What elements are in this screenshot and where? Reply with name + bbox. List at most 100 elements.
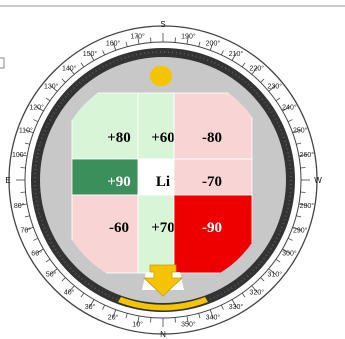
cardinal-east: E bbox=[5, 176, 10, 185]
tick-mark bbox=[102, 50, 106, 56]
tick-mark bbox=[18, 203, 28, 206]
degree-label: 260° bbox=[300, 151, 315, 159]
tick-mark bbox=[296, 215, 302, 218]
tick-mark bbox=[260, 78, 265, 83]
tick-mark bbox=[186, 315, 189, 325]
tick-mark bbox=[198, 313, 201, 319]
grid-cell-n[interactable] bbox=[137, 92, 175, 160]
tick-mark bbox=[186, 35, 189, 45]
tick-mark bbox=[68, 67, 75, 75]
tick-mark bbox=[137, 35, 140, 45]
tick-mark bbox=[298, 203, 308, 206]
degree-label: 130° bbox=[44, 83, 59, 91]
degree-label: 170° bbox=[130, 33, 145, 41]
tick-mark bbox=[220, 50, 224, 56]
tick-mark bbox=[231, 52, 237, 61]
degree-label: 330° bbox=[229, 303, 244, 311]
tick-mark bbox=[198, 41, 201, 47]
degree-label: 160° bbox=[106, 39, 121, 47]
tick-mark bbox=[292, 226, 302, 231]
tick-mark bbox=[220, 304, 224, 310]
tick-mark bbox=[45, 97, 51, 102]
tick-mark bbox=[125, 41, 128, 47]
tick-mark bbox=[102, 304, 106, 310]
tick-mark bbox=[231, 299, 237, 308]
tick-mark bbox=[24, 129, 34, 134]
tick-mark bbox=[24, 226, 34, 231]
tick-mark bbox=[35, 248, 44, 254]
tick-mark bbox=[282, 106, 291, 112]
grid-value-e: -70 bbox=[202, 174, 222, 190]
degree-label: 60° bbox=[31, 250, 42, 258]
degree-label: 350° bbox=[181, 320, 196, 328]
degree-label: 280° bbox=[300, 202, 315, 210]
tick-mark bbox=[68, 285, 75, 293]
degree-label: 10° bbox=[132, 320, 143, 328]
tick-mark bbox=[24, 142, 30, 145]
tick-mark bbox=[112, 41, 117, 51]
tick-mark bbox=[241, 62, 246, 68]
tick-mark bbox=[18, 154, 28, 157]
tick-mark bbox=[80, 62, 85, 68]
tick-mark bbox=[61, 277, 66, 282]
grid-value-nw: +80 bbox=[107, 130, 131, 146]
tick-marks bbox=[16, 33, 310, 327]
degree-label: 310° bbox=[268, 270, 283, 278]
degree-label: 220° bbox=[250, 65, 265, 73]
tick-mark bbox=[112, 309, 117, 319]
degree-label: 240° bbox=[282, 104, 297, 112]
tick-mark bbox=[275, 258, 281, 263]
tick-mark bbox=[282, 248, 291, 254]
degree-label: 70° bbox=[21, 226, 32, 234]
arrow-down-icon[interactable] bbox=[142, 264, 184, 297]
tick-mark bbox=[268, 268, 276, 275]
tick-mark bbox=[33, 119, 39, 123]
grid-value-n: +60 bbox=[151, 130, 175, 146]
degree-label: 150° bbox=[83, 50, 98, 58]
tick-mark bbox=[268, 85, 276, 92]
grid-cell-s[interactable] bbox=[137, 194, 175, 274]
degree-label: 230° bbox=[268, 83, 283, 91]
grid-value-s: +70 bbox=[151, 220, 175, 236]
tick-mark bbox=[89, 299, 95, 308]
tick-mark bbox=[35, 106, 44, 112]
degree-label: 200° bbox=[206, 39, 221, 47]
tick-mark bbox=[137, 315, 140, 325]
cardinal-north: N bbox=[160, 330, 166, 339]
tick-mark bbox=[296, 142, 302, 145]
tick-mark bbox=[251, 285, 258, 293]
degree-label: 190° bbox=[181, 33, 196, 41]
tick-mark bbox=[298, 154, 308, 157]
tick-mark bbox=[89, 52, 95, 61]
degree-label: 250° bbox=[293, 127, 308, 135]
tick-mark bbox=[241, 292, 246, 298]
tick-mark bbox=[33, 237, 39, 241]
grid-value-sw: -60 bbox=[109, 220, 129, 236]
degree-label: 120° bbox=[29, 104, 44, 112]
cardinal-west: W bbox=[314, 176, 322, 185]
tick-mark bbox=[125, 313, 128, 319]
tick-mark bbox=[50, 85, 58, 92]
degree-label: 20° bbox=[108, 314, 119, 322]
grid-value-w: +90 bbox=[107, 174, 131, 190]
tick-mark bbox=[24, 215, 30, 218]
degree-label: 300° bbox=[282, 250, 297, 258]
grid-cell-w[interactable] bbox=[71, 158, 139, 196]
degree-label: 110° bbox=[19, 127, 33, 135]
tick-mark bbox=[292, 129, 302, 134]
degree-labels: 10° 20° 30° 40° 50° 60° 70° 80° 100° 110° 120° 130°… bbox=[12, 33, 314, 329]
tick-mark bbox=[209, 309, 214, 319]
tick-mark bbox=[251, 67, 258, 75]
dot-marker-icon bbox=[150, 66, 172, 86]
degree-label: 320° bbox=[250, 288, 265, 296]
grid-value-ne: -80 bbox=[202, 130, 222, 146]
degree-label: 210° bbox=[229, 50, 244, 58]
grid-cell-e[interactable] bbox=[173, 158, 253, 196]
center-element-label: Li bbox=[156, 174, 170, 190]
tick-mark bbox=[287, 237, 293, 241]
bottom-yellow-bar bbox=[118, 297, 208, 311]
degree-label: 140° bbox=[62, 65, 77, 73]
grid-value-se: -90 bbox=[202, 220, 222, 236]
tick-mark bbox=[275, 97, 281, 102]
